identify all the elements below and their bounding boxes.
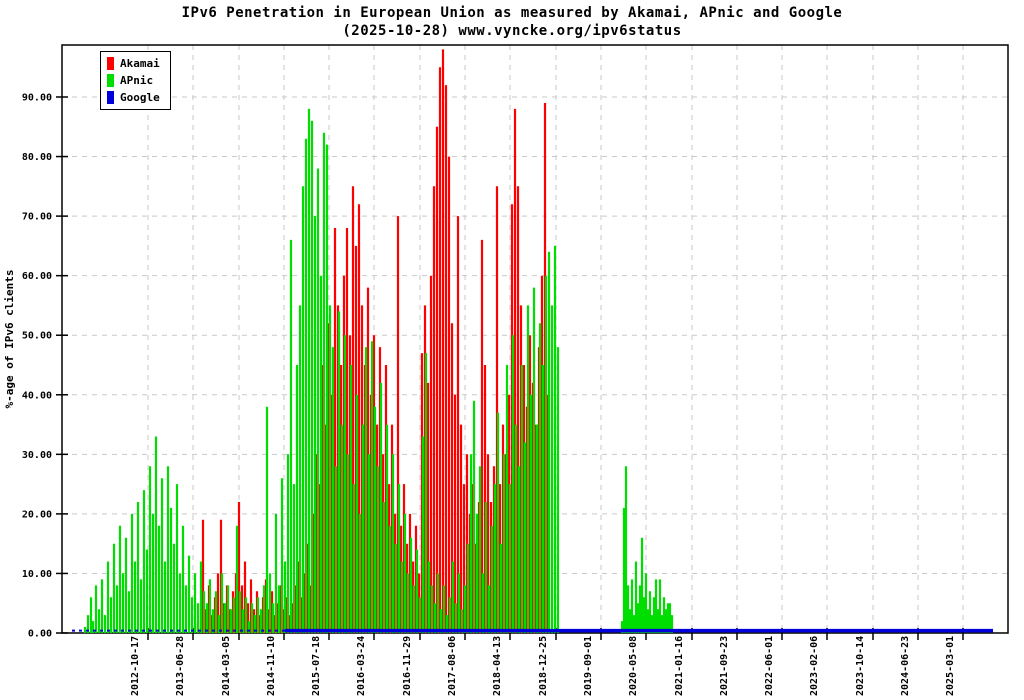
y-tick-label: 70.00 [22,212,52,223]
y-axis-title: %-age of IPv6 clients [3,269,16,408]
y-tick-label: 80.00 [22,152,52,163]
x-tick-label: 2024-06-23 [900,636,911,696]
series-apnic [83,108,674,633]
y-tick-label: 90.00 [22,93,52,104]
y-tick-label: 50.00 [22,331,52,342]
chart-title: IPv6 Penetration in European Union as me… [181,5,843,21]
legend-label-google: Google [120,91,160,104]
x-tick-label: 2025-03-01 [945,636,956,696]
y-tick-label: 40.00 [22,390,52,401]
legend-item-google: Google [107,91,160,104]
x-tick-label: 2020-05-08 [628,636,639,696]
x-tick-label: 2016-11-29 [402,636,413,696]
y-tick-label: 0.00 [28,629,52,640]
x-tick-label: 2022-06-01 [764,636,775,696]
x-tick-label: 2018-04-13 [492,636,503,696]
y-tick-labels: 0.00 10.00 20.00 30.00 40.00 50.00 60.00 70.00 8… [22,93,52,640]
y-tick-label: 20.00 [22,509,52,520]
x-tick-label: 2019-09-01 [583,636,594,696]
x-tick-label: 2018-12-25 [538,636,549,696]
legend-swatch-akamai [107,57,114,70]
y-tick-label: 60.00 [22,271,52,282]
x-tick-label: 2013-06-28 [175,636,186,696]
chart-subtitle: (2025-10-28) www.vyncke.org/ipv6status [342,23,682,39]
y-tick-label: 10.00 [22,569,52,580]
x-tick-label: 2017-08-06 [447,636,458,696]
x-tick-label: 2021-09-23 [719,636,730,696]
legend: Akamai APnic Google [100,51,171,110]
legend-swatch-apnic [107,74,114,87]
x-tick-labels: 2012-10-17 2013-06-28 2014-03-05 2014-11-10… [130,636,956,696]
x-tick-label: 2023-02-06 [809,636,820,696]
legend-label-apnic: APnic [120,74,154,87]
x-tick-label: 2015-07-18 [311,636,322,696]
legend-item-akamai: Akamai [107,57,160,70]
legend-swatch-google [107,91,114,104]
x-tick-label: 2023-10-14 [855,636,866,696]
x-tick-label: 2014-11-10 [266,636,277,696]
y-tick-label: 30.00 [22,450,52,461]
x-tick-label: 2012-10-17 [130,636,141,696]
x-tick-label: 2021-01-16 [674,636,685,696]
legend-label-akamai: Akamai [120,57,160,70]
x-tick-label: 2014-03-05 [221,636,232,696]
x-tick-label: 2016-03-24 [356,636,367,696]
legend-item-apnic: APnic [107,74,160,87]
